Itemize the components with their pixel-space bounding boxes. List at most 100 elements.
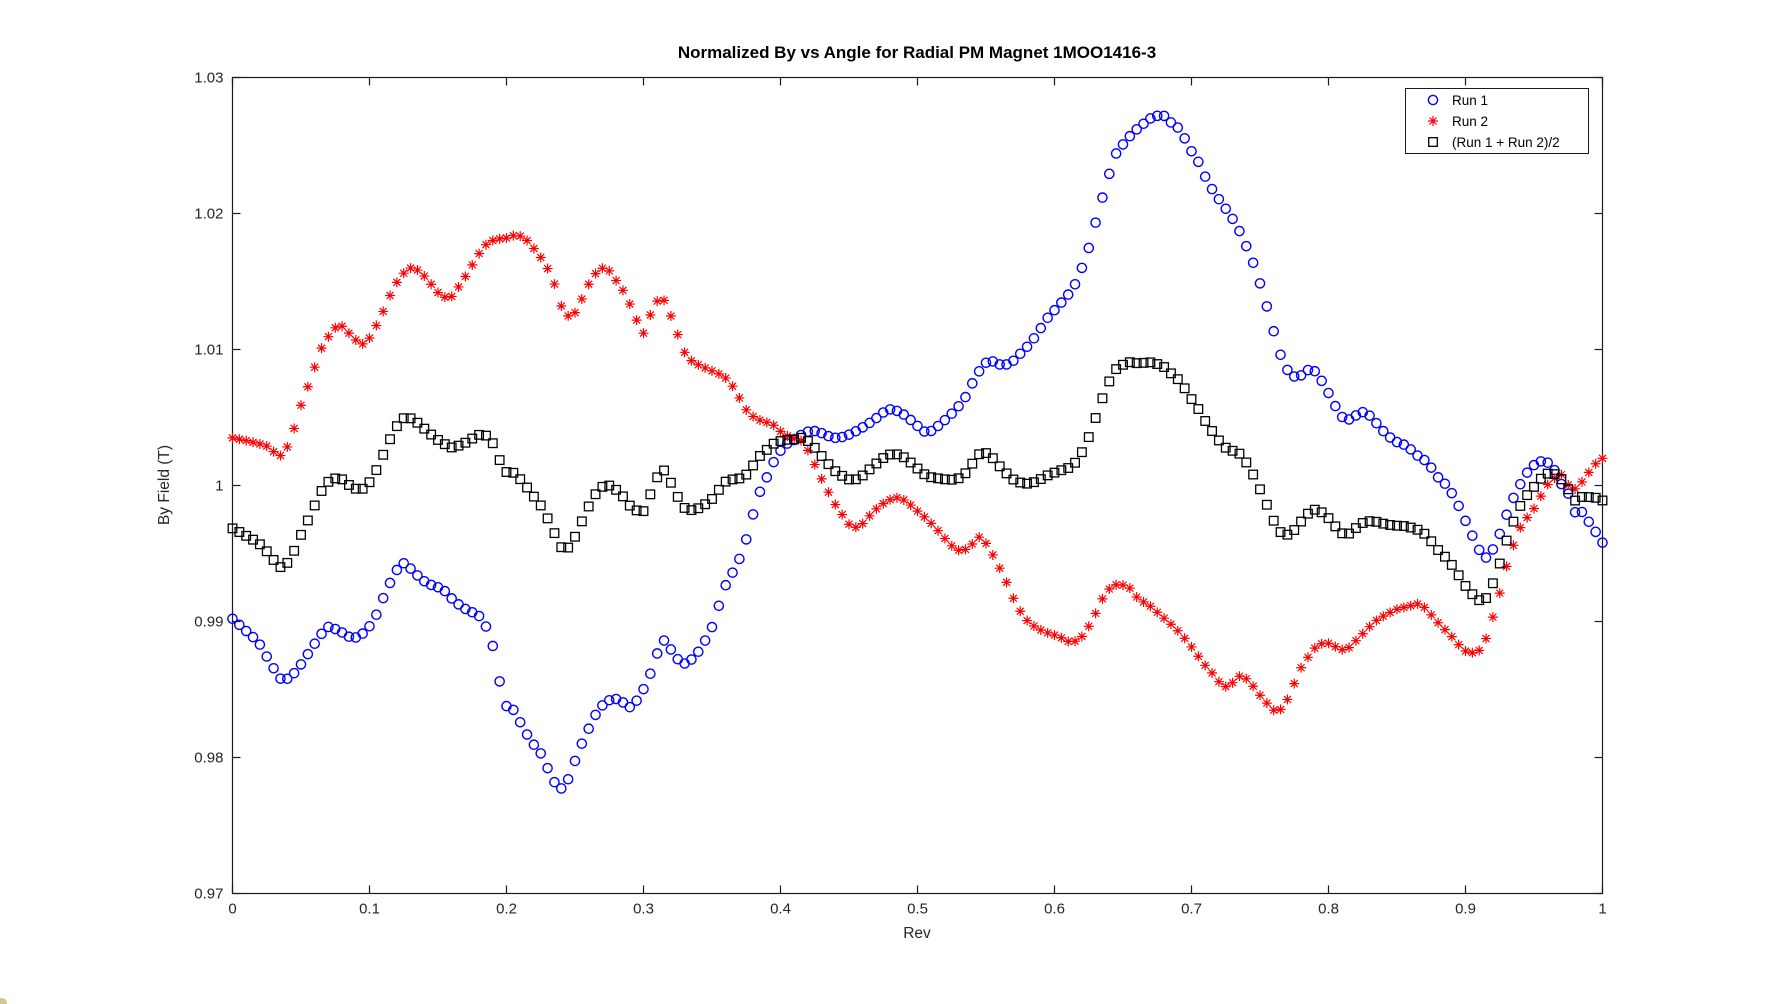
avg-marker (796, 432, 807, 443)
run2-marker (1570, 483, 1581, 494)
avg-marker (700, 499, 711, 510)
avg-marker (371, 465, 382, 476)
run1-marker (1028, 333, 1040, 344)
avg-marker (611, 484, 622, 495)
avg-marker (1227, 445, 1238, 456)
run2-marker (446, 291, 457, 302)
run1-marker (727, 567, 738, 578)
avg-marker (1159, 362, 1170, 373)
avg-marker (1337, 528, 1348, 539)
avg-marker (761, 444, 772, 455)
avg-marker (1309, 504, 1320, 515)
run1-marker (1323, 387, 1334, 399)
run1-marker (836, 431, 848, 443)
x-tick-label: 1 (1598, 901, 1606, 918)
run2-marker (1076, 631, 1087, 642)
run1-marker (1186, 145, 1197, 157)
avg-marker (1570, 495, 1581, 506)
run2-marker (1213, 676, 1224, 687)
run2-marker (494, 233, 505, 244)
run2-marker (1008, 593, 1019, 604)
avg-marker (1056, 465, 1067, 476)
run2-marker (1350, 635, 1361, 646)
run1-marker (234, 619, 245, 631)
avg-marker (268, 555, 279, 565)
run1-marker (884, 404, 896, 415)
run1-marker (1473, 544, 1485, 556)
avg-marker (1481, 593, 1492, 604)
x-tick-label: 0.6 (1044, 901, 1065, 918)
avg-marker (474, 429, 485, 440)
run2-marker (727, 381, 738, 392)
run2-marker (576, 294, 587, 305)
run1-marker (1261, 301, 1273, 312)
avg-marker (1124, 357, 1135, 368)
avg-marker (994, 461, 1005, 472)
avg-marker (645, 489, 656, 500)
avg-marker (1042, 470, 1053, 481)
run1-marker (740, 534, 752, 545)
run1-marker (1384, 432, 1396, 443)
legend-label: Run 2 (1452, 113, 1489, 129)
x-axis-label: Rev (903, 925, 931, 942)
run1-marker (309, 638, 321, 650)
run2-marker (528, 243, 539, 254)
run2-marker (1371, 615, 1382, 626)
run2-marker (1309, 643, 1320, 654)
run1-marker (946, 408, 958, 419)
run2-marker (796, 435, 807, 446)
run1-marker (912, 420, 923, 432)
square-marker-icon (1428, 137, 1438, 147)
run2-marker (501, 232, 512, 243)
avg-marker (898, 452, 909, 463)
avg-marker (1515, 500, 1526, 511)
run1-marker (562, 773, 574, 785)
run1-marker (1021, 341, 1033, 353)
run1-marker (1179, 133, 1190, 144)
run1-marker (672, 653, 684, 665)
run2-marker (350, 334, 361, 345)
run1-marker (1288, 371, 1300, 382)
run2-marker (1515, 522, 1526, 533)
avg-marker (1433, 545, 1444, 555)
avg-marker (1542, 468, 1553, 479)
avg-marker (522, 482, 533, 493)
avg-marker (302, 515, 313, 526)
run2-marker (1022, 615, 1033, 626)
run1-marker (1282, 364, 1293, 376)
run2-marker (241, 435, 252, 446)
run2-marker (1070, 636, 1081, 647)
run2-marker (563, 310, 574, 321)
run2-marker (912, 506, 923, 517)
run2-marker (508, 230, 519, 241)
run2-marker (802, 445, 813, 456)
legend-entry-average: (Run 1 + Run 2)/2 (1406, 132, 1588, 152)
run1-marker (631, 695, 642, 706)
run1-marker (281, 673, 293, 685)
run2-marker (631, 315, 642, 326)
run2-marker (720, 373, 731, 384)
run1-marker (1515, 478, 1526, 490)
avg-marker (1220, 442, 1231, 453)
run1-marker (1405, 444, 1416, 455)
avg-marker (878, 453, 889, 464)
avg-marker (1357, 518, 1368, 528)
run2-marker (1097, 593, 1108, 604)
avg-marker (1316, 507, 1327, 518)
avg-marker (1152, 359, 1163, 369)
run1-marker (405, 563, 416, 574)
avg-marker (385, 434, 396, 445)
avg-marker (1428, 137, 1438, 147)
run1-marker (1378, 425, 1389, 437)
run2-marker (898, 494, 909, 505)
run2-marker (439, 292, 450, 303)
avg-marker (652, 472, 663, 483)
run2-marker (713, 368, 724, 379)
avg-marker (1398, 521, 1409, 531)
avg-marker (1426, 536, 1437, 547)
run2-marker (1576, 476, 1587, 487)
run2-marker (1316, 638, 1327, 649)
avg-marker (837, 470, 848, 481)
run2-marker (1104, 583, 1115, 594)
avg-marker (1577, 492, 1587, 502)
